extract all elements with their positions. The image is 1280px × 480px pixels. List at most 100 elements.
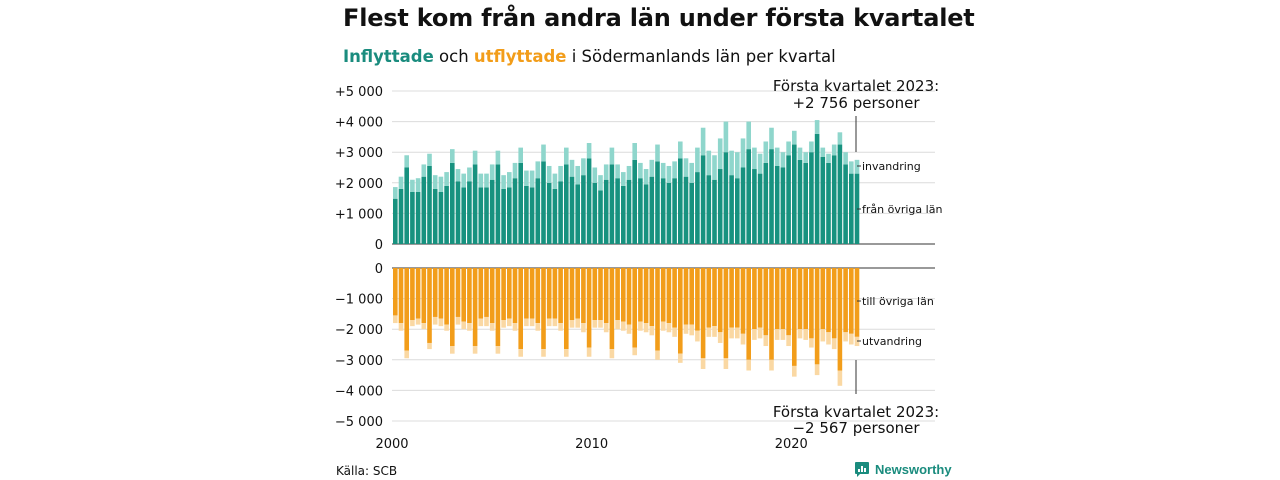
bar-segment: [501, 268, 506, 321]
annotation-bottom-line2: −2 567 personer: [792, 419, 920, 437]
bar-segment: [489, 323, 495, 331]
bar-segment: [546, 182, 552, 244]
bar-segment: [598, 320, 603, 328]
bar-segment: [444, 268, 449, 325]
bar-segment: [700, 358, 706, 369]
bar-segment: [512, 178, 518, 244]
bar-segment: [843, 332, 848, 342]
bar-segment: [780, 167, 786, 244]
bar-segment: [472, 268, 478, 347]
bar-segment: [507, 318, 512, 327]
bar-segment: [518, 147, 523, 163]
bar-segment: [404, 167, 409, 244]
bar-segment: [581, 175, 586, 244]
bar-segment: [797, 147, 803, 160]
bar-segment: [626, 165, 632, 180]
bar-segment: [535, 268, 541, 324]
newsworthy-logo-icon: [855, 462, 869, 477]
bar-segment: [717, 138, 723, 170]
bar-segment: [820, 156, 826, 244]
bar-segment: [837, 268, 843, 371]
bar-segment: [826, 162, 831, 244]
bar-segment: [432, 175, 438, 189]
bar-segment: [444, 324, 449, 331]
bar-segment: [678, 268, 683, 354]
legend-label-invandring: invandring: [862, 160, 921, 173]
bar-segment: [678, 158, 683, 244]
bar-segment: [518, 162, 523, 244]
bar-segment: [826, 268, 831, 333]
bar-segment: [586, 268, 592, 348]
bar-segment: [769, 149, 774, 244]
bar-segment: [421, 164, 427, 177]
bar-segment: [524, 268, 529, 319]
bar-segment: [421, 268, 427, 324]
bar-segment: [752, 329, 757, 340]
bar-segment: [529, 268, 535, 319]
bar-segment: [655, 161, 660, 244]
bar-segment: [404, 350, 409, 359]
bar-segment: [723, 152, 729, 244]
brand-name: Newsworthy: [875, 462, 952, 477]
bar-segment: [763, 162, 769, 244]
bar-segment: [450, 268, 455, 347]
bar-segment: [814, 268, 820, 365]
bar-segment: [626, 324, 632, 334]
bar-segment: [797, 159, 803, 244]
bar-segment: [495, 164, 501, 244]
bar-segment: [849, 268, 854, 334]
bar-segment: [393, 268, 398, 316]
bar-segment: [558, 165, 563, 182]
bar-segment: [660, 321, 666, 331]
bar-segment: [467, 167, 472, 182]
bar-segment: [626, 179, 632, 244]
bar-segment: [638, 268, 643, 322]
bar-segment: [484, 316, 489, 327]
bar-segment: [615, 178, 620, 244]
bar-segment: [632, 347, 637, 356]
y-tick-label: −4 000: [335, 384, 383, 399]
bar-segment: [655, 144, 660, 162]
bar-segment: [706, 327, 712, 337]
bar-segment: [803, 329, 808, 340]
bar-segment: [455, 169, 461, 182]
bar-segment: [774, 268, 780, 330]
bar-segment: [729, 327, 734, 339]
bar-segment: [769, 127, 774, 150]
bar-segment: [472, 164, 478, 244]
bar-segment: [478, 187, 484, 244]
bar-segment: [837, 144, 843, 244]
bar-segment: [820, 268, 826, 330]
bar-segment: [723, 121, 729, 153]
bar-segment: [569, 320, 575, 328]
bar-segment: [398, 268, 404, 324]
bar-segment: [581, 158, 586, 176]
bar-segment: [495, 346, 501, 354]
bar-segment: [484, 173, 489, 188]
bar-segment: [512, 268, 518, 324]
y-tick-label: +3 000: [335, 146, 383, 161]
bar-segment: [695, 172, 700, 244]
bar-segment: [831, 338, 837, 350]
y-tick-label: +2 000: [335, 177, 383, 192]
brand-logo: Newsworthy: [854, 461, 952, 478]
bar-segment: [404, 155, 409, 168]
bar-segment: [467, 268, 472, 324]
x-tick-label: 2000: [375, 437, 408, 452]
legend-label-till-ovriga-lan: till övriga län: [862, 295, 934, 308]
bar-segment: [740, 138, 746, 168]
bar-segment: [797, 329, 803, 339]
bar-segment: [649, 268, 655, 327]
bar-segment: [393, 198, 398, 244]
bar-segment: [735, 178, 740, 244]
bar-segment: [558, 181, 563, 244]
bar-segment: [393, 315, 398, 324]
bar-segment: [621, 172, 626, 186]
bar-segment: [695, 147, 700, 173]
bar-segment: [432, 188, 438, 244]
bar-segment: [558, 268, 563, 324]
bar-segment: [467, 323, 472, 331]
bar-segment: [603, 268, 609, 324]
bar-segment: [467, 181, 472, 244]
bar-segment: [438, 191, 444, 244]
